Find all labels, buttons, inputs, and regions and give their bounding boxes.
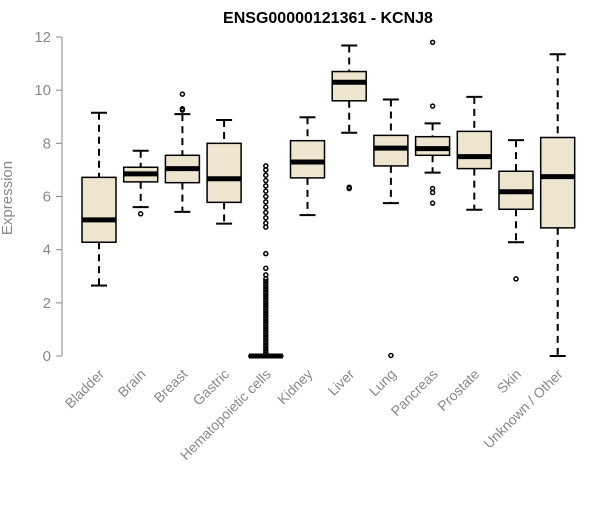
- outlier-point: [346, 185, 352, 192]
- y-tick-label: 10: [34, 82, 51, 99]
- outlier-point: [263, 347, 269, 354]
- box-rect: [539, 136, 576, 229]
- outlier-point: [263, 177, 269, 184]
- box-gastric: [206, 118, 242, 225]
- box-lung: [373, 98, 409, 359]
- outlier-point: [263, 204, 269, 210]
- outlier-point: [263, 350, 269, 356]
- outlier-point: [263, 310, 269, 317]
- y-tick-label: 2: [43, 295, 51, 312]
- box-liver: [331, 44, 367, 192]
- outlier-point: [263, 193, 269, 200]
- outlier-point: [263, 278, 269, 285]
- x-tick-label: Bladder: [62, 366, 108, 412]
- outlier-point: [263, 345, 269, 351]
- outlier-point: [263, 250, 269, 257]
- box-hematopoietic-cells: [248, 163, 284, 359]
- box-prostate: [456, 95, 493, 211]
- x-tick-label: Breast: [151, 366, 191, 406]
- y-tick-label: 6: [43, 189, 51, 206]
- box-rect: [414, 135, 451, 157]
- outlier-point: [263, 163, 269, 169]
- x-tick-label: Unknown / Other: [480, 366, 566, 452]
- box-bladder: [81, 111, 117, 287]
- outlier-point: [263, 308, 269, 314]
- outlier-point: [263, 316, 269, 322]
- x-tick-label: Kidney: [274, 366, 316, 408]
- outlier-point: [263, 281, 269, 287]
- box-rect: [206, 142, 242, 204]
- outlier-point: [263, 172, 269, 178]
- outlier-point: [263, 265, 269, 272]
- x-tick-label: Liver: [325, 366, 358, 399]
- box-rect: [331, 70, 367, 102]
- outlier-point: [263, 334, 269, 341]
- outlier-point: [388, 352, 394, 359]
- box-rect: [373, 134, 409, 167]
- outlier-point: [429, 189, 436, 196]
- outlier-point: [263, 297, 269, 303]
- outlier-point: [263, 337, 269, 343]
- outlier-point: [263, 318, 269, 325]
- outlier-point: [263, 313, 269, 319]
- chart-title: ENSG00000121361 - KCNJ8: [223, 10, 433, 27]
- outlier-point: [513, 276, 519, 282]
- outlier-point: [263, 331, 269, 338]
- x-tick-label: Skin: [494, 366, 525, 397]
- outlier-point: [263, 272, 269, 278]
- box-skin: [498, 139, 534, 282]
- outlier-point: [263, 302, 269, 309]
- outlier-point: [263, 329, 269, 335]
- outlier-point: [263, 286, 269, 293]
- outlier-point: [263, 321, 269, 327]
- y-tick-label: 4: [43, 242, 51, 259]
- outlier-point: [429, 200, 436, 206]
- x-tick-label: Brain: [114, 366, 148, 400]
- boxes-group: [81, 39, 576, 359]
- outlier-point: [263, 215, 269, 221]
- outlier-point: [263, 292, 269, 298]
- y-tick-label: 0: [43, 348, 51, 365]
- outlier-point: [263, 199, 269, 205]
- box-brain: [122, 149, 159, 217]
- outlier-point: [263, 209, 269, 216]
- outlier-point: [429, 39, 436, 46]
- box-rect: [289, 139, 326, 179]
- y-axis-label: Expression: [0, 161, 16, 235]
- box-pancreas: [414, 39, 451, 206]
- x-tick-label: Prostate: [434, 366, 482, 414]
- box-rect: [456, 130, 493, 170]
- outlier-point: [263, 300, 269, 306]
- outlier-point: [263, 324, 269, 330]
- box-kidney: [289, 116, 326, 217]
- y-axis: 0 2 4 6 8 10 12: [34, 29, 63, 365]
- x-tick-label: Lung: [366, 366, 399, 399]
- outlier-point: [179, 91, 186, 97]
- outlier-point: [263, 289, 269, 295]
- outlier-point: [263, 220, 269, 226]
- outlier-point: [263, 183, 269, 189]
- outlier-point: [263, 284, 269, 290]
- box-unknown-other: [539, 53, 576, 357]
- box-breast: [164, 91, 201, 213]
- y-tick-label: 8: [43, 135, 51, 152]
- outlier-point: [429, 103, 436, 109]
- y-tick-label: 12: [34, 29, 51, 46]
- outlier-point: [137, 211, 144, 217]
- outlier-point: [263, 188, 269, 194]
- outlier-point: [263, 339, 269, 346]
- box-rect: [81, 176, 117, 243]
- outlier-point: [263, 326, 269, 333]
- outlier-point: [263, 305, 269, 311]
- outlier-point: [179, 106, 186, 112]
- outlier-point: [263, 342, 269, 349]
- outlier-point: [263, 294, 269, 301]
